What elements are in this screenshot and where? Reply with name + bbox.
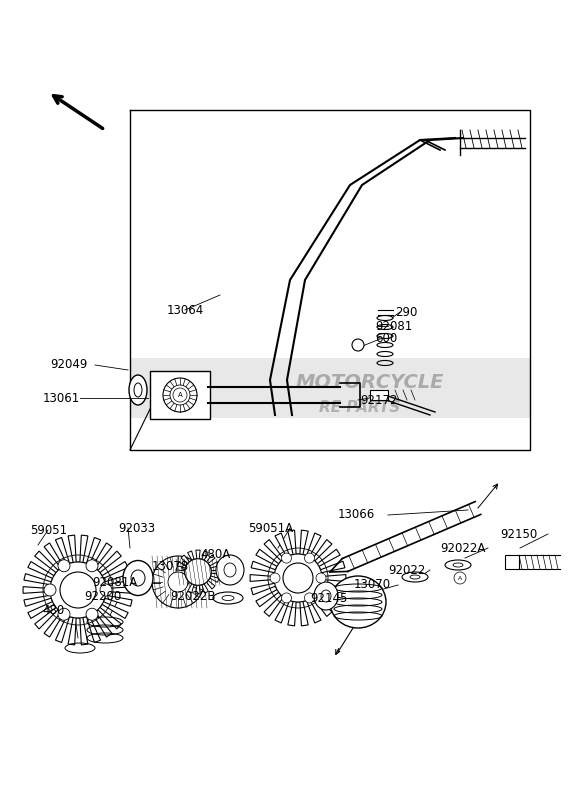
- Circle shape: [316, 573, 326, 583]
- Text: 92150: 92150: [500, 527, 537, 541]
- Text: 59051: 59051: [30, 523, 67, 537]
- Circle shape: [305, 553, 314, 563]
- Text: A: A: [458, 575, 462, 581]
- Circle shape: [281, 593, 291, 603]
- Ellipse shape: [224, 563, 236, 577]
- Circle shape: [274, 554, 322, 602]
- Circle shape: [352, 339, 364, 351]
- Ellipse shape: [134, 383, 142, 397]
- Polygon shape: [176, 550, 220, 594]
- FancyBboxPatch shape: [370, 390, 388, 400]
- Text: 480: 480: [42, 605, 64, 618]
- Circle shape: [185, 558, 211, 586]
- Circle shape: [170, 385, 190, 405]
- Ellipse shape: [131, 570, 145, 586]
- Ellipse shape: [314, 582, 338, 610]
- Circle shape: [60, 572, 96, 608]
- Text: 92049: 92049: [51, 358, 88, 371]
- Ellipse shape: [321, 590, 331, 602]
- Circle shape: [86, 560, 98, 572]
- Ellipse shape: [222, 595, 234, 601]
- Text: 92022A: 92022A: [440, 542, 486, 554]
- Circle shape: [270, 573, 280, 583]
- Text: 59051A: 59051A: [248, 522, 293, 534]
- Text: 92172: 92172: [360, 394, 398, 406]
- FancyBboxPatch shape: [505, 555, 519, 569]
- Ellipse shape: [216, 555, 244, 585]
- Circle shape: [185, 558, 211, 586]
- Text: 92081A: 92081A: [92, 577, 137, 590]
- Text: A: A: [177, 392, 183, 398]
- Ellipse shape: [410, 575, 420, 579]
- Circle shape: [86, 608, 98, 620]
- Text: 13061: 13061: [43, 391, 80, 405]
- Circle shape: [152, 556, 204, 608]
- Circle shape: [305, 593, 314, 603]
- Circle shape: [168, 572, 188, 592]
- Circle shape: [44, 584, 56, 596]
- Text: 92145: 92145: [310, 591, 347, 605]
- Ellipse shape: [213, 592, 243, 604]
- Ellipse shape: [445, 560, 471, 570]
- Text: RE PARTS: RE PARTS: [319, 401, 401, 415]
- Circle shape: [283, 563, 313, 593]
- Text: 92022B: 92022B: [170, 590, 216, 602]
- Ellipse shape: [123, 561, 153, 595]
- Circle shape: [173, 388, 187, 402]
- Circle shape: [50, 562, 106, 618]
- Text: 290: 290: [395, 306, 417, 318]
- Text: 92022: 92022: [388, 563, 425, 577]
- Circle shape: [58, 560, 70, 572]
- Circle shape: [58, 608, 70, 620]
- Text: 13078: 13078: [152, 559, 189, 573]
- Circle shape: [281, 553, 291, 563]
- Ellipse shape: [402, 572, 428, 582]
- Circle shape: [163, 378, 197, 412]
- Ellipse shape: [453, 563, 463, 567]
- Text: 600: 600: [375, 333, 397, 346]
- Text: 92200: 92200: [84, 590, 121, 603]
- Circle shape: [100, 584, 112, 596]
- Text: 13064: 13064: [166, 303, 203, 317]
- Text: 92033: 92033: [118, 522, 155, 534]
- Text: 92081: 92081: [375, 319, 412, 333]
- Bar: [130, 358, 530, 418]
- Text: 13070: 13070: [354, 578, 391, 591]
- Circle shape: [454, 572, 466, 584]
- Text: MOTORCYCLE: MOTORCYCLE: [296, 373, 444, 391]
- Ellipse shape: [330, 576, 386, 628]
- FancyBboxPatch shape: [150, 371, 210, 419]
- Polygon shape: [250, 530, 346, 626]
- Text: 13066: 13066: [338, 509, 375, 522]
- Text: 480A: 480A: [200, 547, 230, 561]
- Ellipse shape: [129, 375, 147, 405]
- Polygon shape: [23, 535, 133, 645]
